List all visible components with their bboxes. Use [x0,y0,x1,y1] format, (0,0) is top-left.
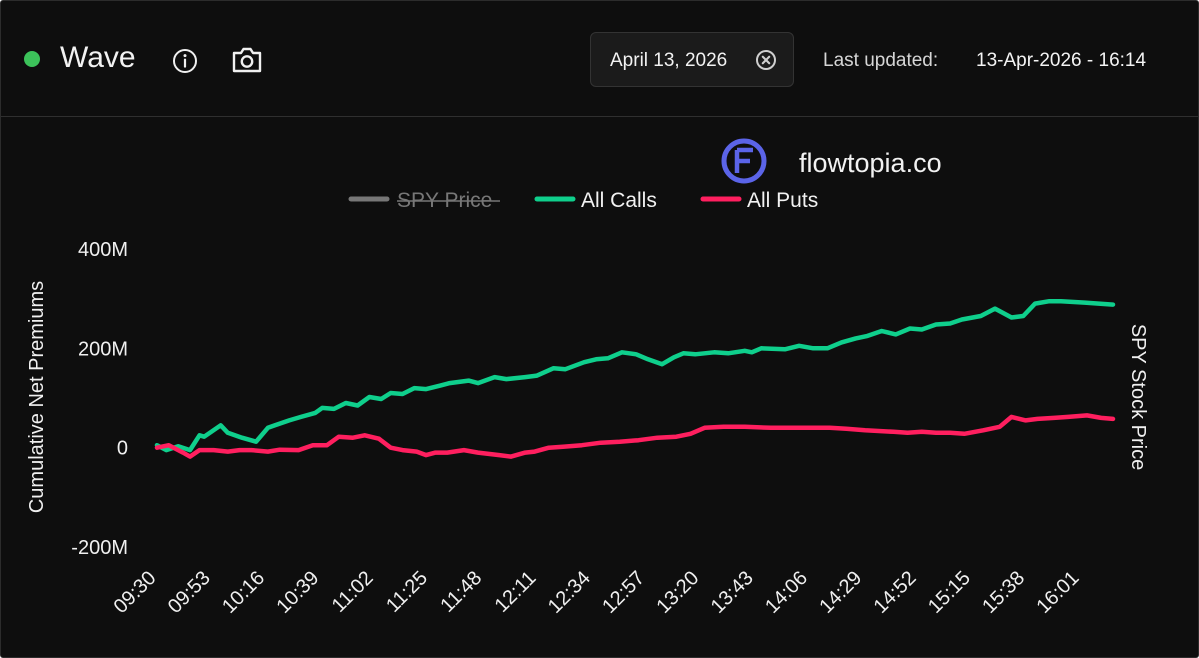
x-tick-label: 14:06 [761,567,812,618]
chart-legend: SPY Price All Calls All Puts [348,189,818,212]
date-value: April 13, 2026 [610,50,728,71]
y-tick-label: 400M [78,239,128,261]
clear-icon[interactable] [755,49,777,76]
series-line-all-puts [154,413,1116,459]
y-tick-label: -200M [71,537,128,559]
info-icon[interactable] [171,47,199,80]
x-tick-label: 11:48 [436,567,486,617]
x-tick-label: 13:43 [707,567,758,618]
status-indicator [24,51,40,67]
x-tick-label: 10:39 [272,567,323,618]
y-tick-label: 200M [78,338,128,360]
x-tick-label: 16:01 [1033,567,1084,618]
x-tick-label: 11:02 [328,567,378,617]
x-tick-label: 13:20 [652,567,703,618]
x-tick-label: 11:25 [382,567,432,617]
x-tick-label: 14:29 [815,567,866,618]
legend-all-calls[interactable]: All Calls [581,189,657,212]
x-tick-label: 09:53 [164,567,215,618]
y-axis-title: Cumulative Net Premiums [26,281,48,513]
date-picker[interactable]: April 13, 2026 [590,32,794,87]
last-updated-label: Last updated: [823,50,939,71]
y-tick-label: 0 [117,438,128,460]
x-tick-label: 15:15 [924,567,975,618]
premium-chart: flowtopia.co SPY Price All Calls All Put… [26,138,1149,618]
x-tick-label: 12:11 [491,567,541,617]
y2-axis-title: SPY Stock Price [1127,324,1149,470]
x-tick-label: 09:30 [110,567,161,618]
widget-title: Wave [60,41,136,74]
flowtopia-logo [721,138,767,184]
x-tick-label: 12:57 [598,567,649,618]
x-tick-label: 10:16 [218,567,269,618]
series-line-all-calls [154,298,1116,453]
legend-all-puts[interactable]: All Puts [747,189,818,212]
watermark-text: flowtopia.co [799,148,942,178]
x-tick-label: 14:52 [870,567,921,618]
last-updated-value: 13-Apr-2026 - 16:14 [976,50,1147,71]
camera-icon[interactable] [230,44,264,81]
x-tick-label: 15:38 [978,567,1029,618]
widget-header: Wave April 13, 2026 Last upda [1,1,1198,117]
x-tick-label: 12:34 [544,567,595,618]
